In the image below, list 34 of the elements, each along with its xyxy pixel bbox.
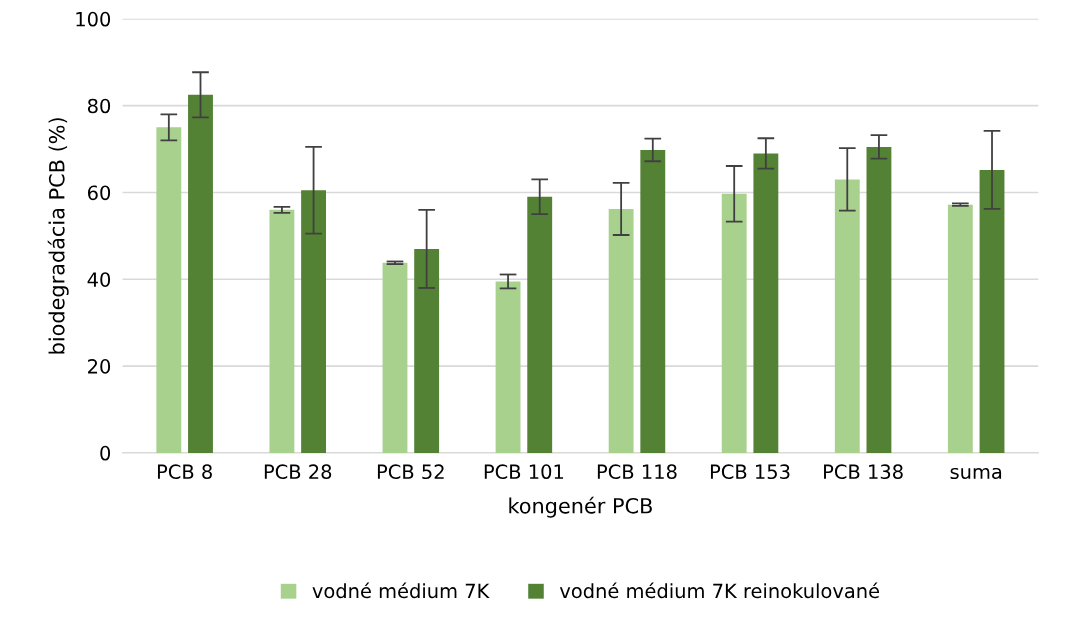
bar (414, 248, 440, 453)
y-tick-label: 100 (76, 11, 111, 27)
x-tick-label: PCB 101 (484, 464, 564, 480)
x-tick-label: suma (950, 467, 1002, 480)
bar (640, 149, 666, 453)
bar (834, 179, 860, 453)
x-tick-label: PCB 52 (377, 464, 444, 480)
bar (608, 208, 634, 453)
bar (382, 262, 408, 453)
x-tick-label: PCB 28 (264, 464, 332, 480)
legend-label: vodné médium 7K reinokulované (559, 582, 880, 599)
bar (979, 169, 1005, 453)
x-tick-label: PCB 153 (710, 464, 790, 480)
x-tick-label: PCB 138 (824, 464, 903, 480)
bar (301, 190, 327, 453)
x-axis-title: kongenér PCB (509, 496, 652, 518)
y-axis-title: biodegradácia PCB (%) (47, 118, 69, 354)
y-tick-label: 40 (87, 272, 111, 287)
bar (188, 94, 213, 453)
bar (753, 153, 779, 453)
bar (866, 146, 892, 453)
y-tick-label: 20 (88, 359, 111, 374)
x-tick-label: PCB 8 (157, 464, 212, 480)
bar (269, 209, 295, 453)
bar (527, 196, 553, 453)
bar (495, 281, 521, 453)
y-tick-label: 80 (87, 98, 111, 114)
bar (947, 204, 973, 453)
bar (156, 127, 182, 453)
bar (721, 193, 747, 453)
legend-label: vodné médium 7K (312, 582, 490, 599)
y-tick-label: 0 (100, 445, 111, 461)
x-tick-label: PCB 118 (597, 464, 677, 480)
y-tick-label: 60 (87, 185, 111, 201)
